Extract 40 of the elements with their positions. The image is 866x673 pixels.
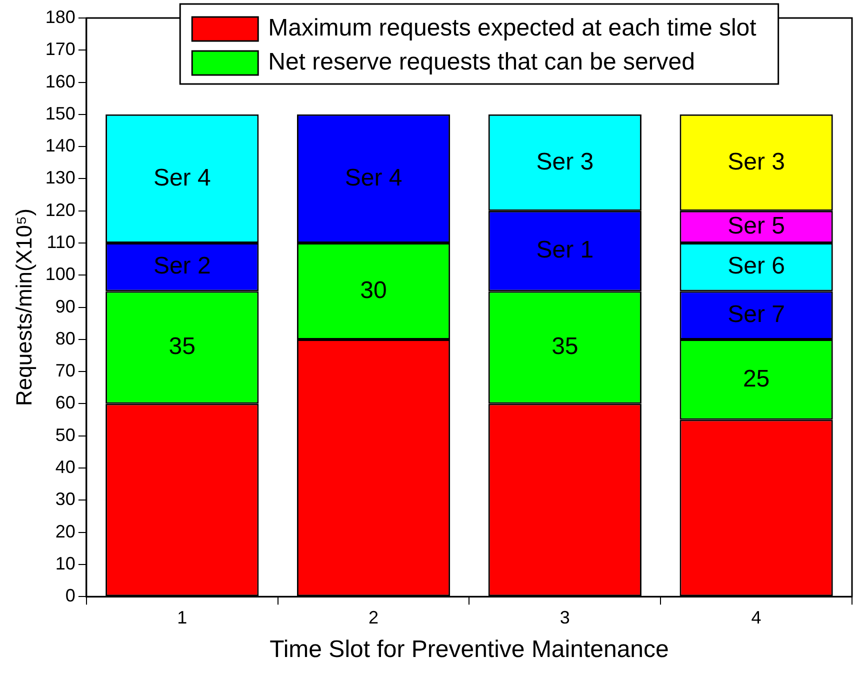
data-label: Ser 5 <box>728 212 785 240</box>
y-tick-label: 160 <box>45 71 76 92</box>
data-label: Ser 7 <box>728 300 785 328</box>
y-tick-label: 180 <box>45 6 76 27</box>
y-tick-label: 80 <box>55 328 76 348</box>
y-tick-label: 150 <box>45 103 76 124</box>
y-tick-label: 140 <box>45 136 76 156</box>
legend-label: Maximum requests expected at each time slot <box>268 14 757 42</box>
data-label: 25 <box>742 365 770 392</box>
y-tick-label: 100 <box>45 264 76 284</box>
x-tick-label: 3 <box>560 607 570 628</box>
y-tick-label: 90 <box>55 296 76 316</box>
y-tick-label: 120 <box>45 200 76 220</box>
data-label: Ser 4 <box>153 164 211 192</box>
y-tick-label: 40 <box>55 456 76 477</box>
x-tick-label: 2 <box>368 607 379 628</box>
y-tick-label: 110 <box>46 232 76 252</box>
data-label: 35 <box>168 333 196 360</box>
data-label: Ser 4 <box>344 164 402 192</box>
y-tick-label: 60 <box>55 392 76 413</box>
y-tick-label: 170 <box>45 39 76 60</box>
y-tick-label: 10 <box>55 553 76 574</box>
x-tick-label: 4 <box>751 607 762 628</box>
data-label: Ser 6 <box>728 252 785 280</box>
data-label: Ser 3 <box>536 148 594 176</box>
data-label: Ser 3 <box>728 148 785 176</box>
data-label: 35 <box>552 333 578 360</box>
data-label: Ser 2 <box>153 252 211 280</box>
y-tick-label: 70 <box>55 360 76 381</box>
y-tick-label: 0 <box>65 586 76 606</box>
y-tick-label: 130 <box>45 168 76 188</box>
legend-label: Net reserve requests that can be served <box>268 48 695 76</box>
y-axis-title: Requests/min(X10⁵) <box>11 208 36 406</box>
y-tick-label: 20 <box>55 521 76 542</box>
data-label: Ser 1 <box>536 236 594 264</box>
y-tick-label: 30 <box>55 489 76 510</box>
x-tick-label: 1 <box>177 607 188 628</box>
x-axis-title: Time Slot for Preventive Maintenance <box>270 636 669 664</box>
data-label: 30 <box>360 276 387 304</box>
y-tick-label: 50 <box>55 424 76 445</box>
